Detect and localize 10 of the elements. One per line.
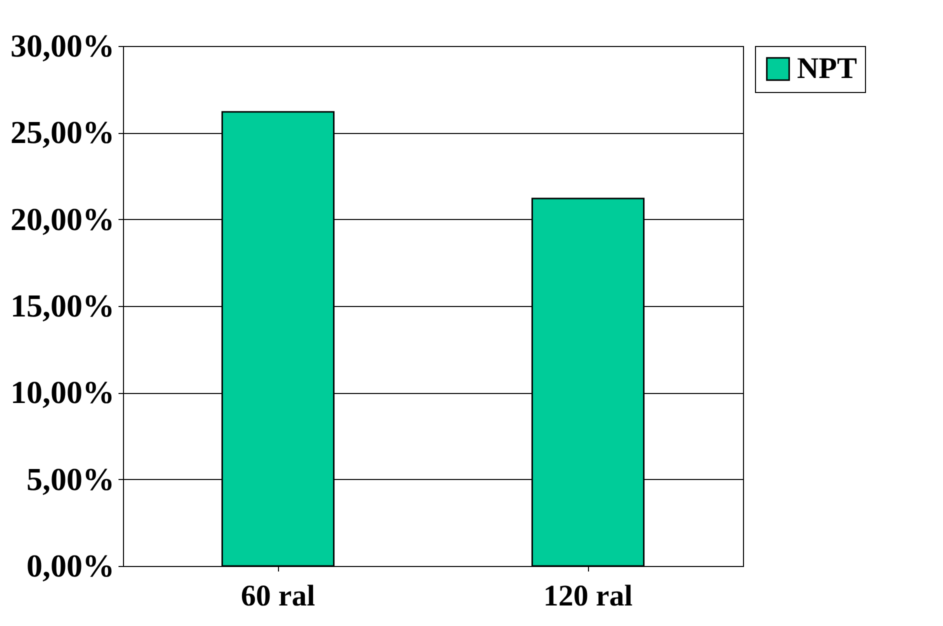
y-tick-label: 25,00%	[10, 114, 114, 150]
legend-label: NPT	[797, 52, 857, 85]
y-tick-label: 20,00%	[10, 200, 114, 237]
x-tick-label: 120 ral	[543, 580, 633, 612]
y-tick-label: 10,00%	[10, 374, 114, 410]
y-tick-label: 0,00%	[26, 548, 114, 584]
y-tick-label: 15,00%	[10, 288, 114, 324]
x-tick-label: 60 ral	[240, 580, 316, 612]
y-tick-label: 30,00%	[10, 28, 114, 64]
y-tick-label: 5,00%	[26, 460, 114, 497]
